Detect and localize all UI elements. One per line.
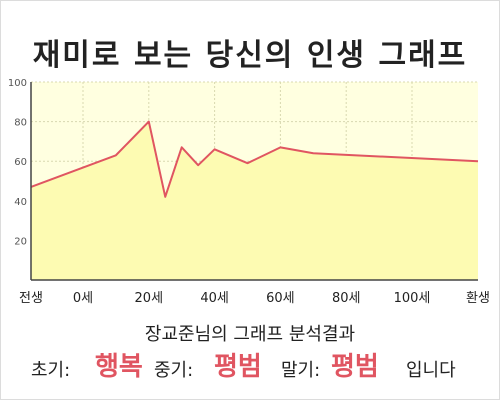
early-label: 초기: — [31, 360, 71, 381]
x-tick-label: 20세 — [135, 291, 164, 306]
x-tick-label: 환생 — [466, 291, 490, 306]
late-label: 말기: — [281, 360, 321, 381]
x-tick-labels: 전생 0세 20세 40세 60세 80세 100세 환생 — [19, 291, 490, 306]
y-tick-label: 40 — [14, 197, 27, 208]
x-tick-label: 전생 — [19, 291, 43, 306]
x-tick-label: 0세 — [73, 291, 93, 306]
y-tick-label: 20 — [14, 236, 27, 247]
x-tick-label: 60세 — [266, 291, 295, 306]
y-tick-label: 100 — [8, 78, 27, 89]
life-area — [31, 121, 478, 280]
early-value: 행복 — [95, 352, 143, 382]
x-tick-label: 100세 — [394, 291, 431, 306]
y-tick-label: 60 — [14, 157, 27, 168]
late-value: 평범 — [331, 352, 379, 382]
life-line — [30, 120, 479, 198]
y-tick-label: 80 — [14, 118, 27, 129]
result-verdict: 초기: 행복 중기: 평범 말기: 평범 입니다 — [0, 346, 500, 382]
life-chart: 20 40 60 80 100 전생 0세 20세 40세 60세 80세 100세 환생 — [8, 78, 490, 306]
y-tick-labels: 20 40 60 80 100 — [8, 78, 27, 247]
ending-text: 입니다 — [406, 360, 456, 381]
x-tick-label: 80세 — [332, 291, 361, 306]
page-title: 재미로 보는 당신의 인생 그래프 — [32, 38, 468, 73]
middle-label: 중기: — [154, 360, 194, 381]
middle-value: 평범 — [214, 352, 262, 382]
result-heading: 장교준님의 그래프 분석결과 — [144, 324, 356, 345]
x-tick-label: 40세 — [200, 291, 229, 306]
